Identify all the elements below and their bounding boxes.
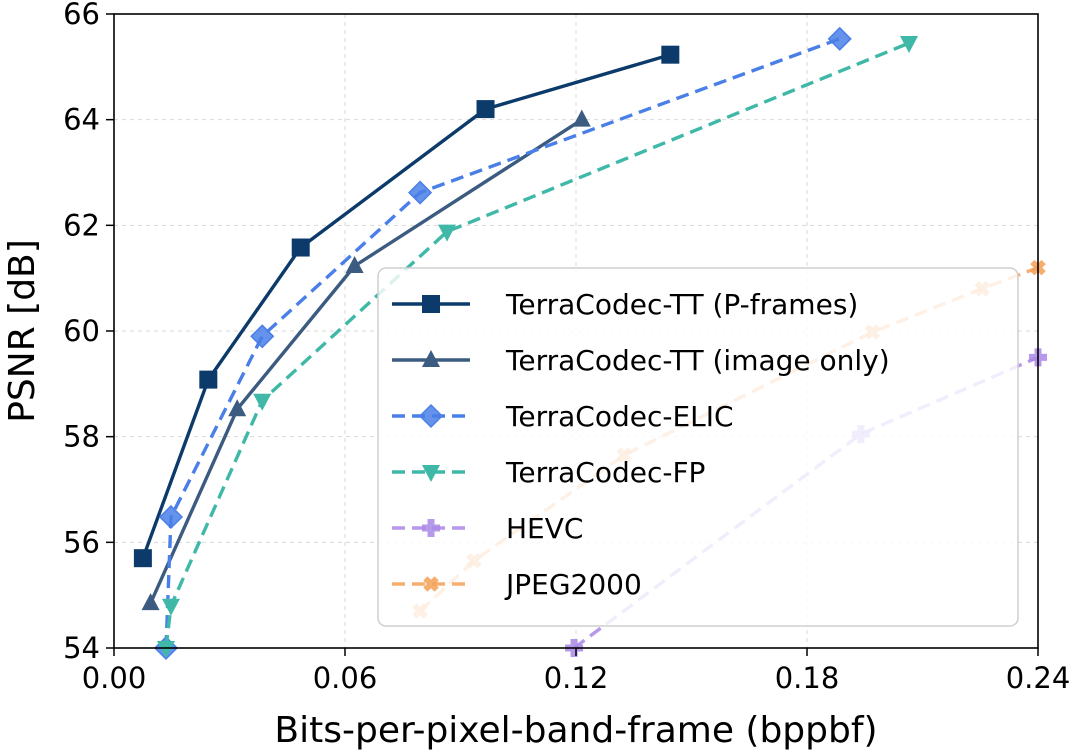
legend-marker-jpeg2000-bar bbox=[423, 576, 439, 592]
data-point-terracodec-tt-image-only bbox=[572, 109, 591, 127]
data-point-terracodec-tt-image-only bbox=[228, 399, 247, 417]
data-point-terracodec-tt-p-frames bbox=[133, 549, 152, 568]
legend-label-terracodec-tt-p-frames: TerraCodec-TT (P-frames) bbox=[505, 288, 858, 321]
data-point-terracodec-fp bbox=[156, 641, 175, 658]
legend-marker-terracodec-tt-image-only bbox=[422, 350, 440, 367]
legend-marker-terracodec-fp bbox=[422, 465, 440, 482]
tick-group: 0.00 0.06 0.12 0.18 0.24 54 56 58 60 62 64 66 bbox=[63, 0, 1070, 695]
series-line-terracodec-tt-image-only bbox=[149, 118, 583, 604]
y-tick-label: 60 bbox=[63, 314, 100, 348]
legend-entry-hevc: HEVC bbox=[392, 512, 583, 545]
legend-label-hevc: HEVC bbox=[506, 512, 583, 545]
data-point-terracodec-fp bbox=[900, 36, 919, 54]
y-tick-label: 54 bbox=[63, 631, 100, 665]
legend-label-terracodec-fp: TerraCodec-FP bbox=[505, 456, 705, 489]
x-tick-label: 0.06 bbox=[313, 661, 378, 695]
y-axis-title: PSNR [dB] bbox=[2, 239, 43, 423]
data-point-terracodec-elic bbox=[827, 26, 852, 51]
data-point-terracodec-fp bbox=[438, 224, 457, 242]
y-tick-label: 58 bbox=[63, 420, 100, 454]
series-terracodec-tt-p-frames bbox=[133, 45, 680, 568]
data-point-terracodec-elic bbox=[250, 324, 275, 349]
data-point-terracodec-tt-image-only bbox=[141, 593, 160, 611]
y-tick-label: 64 bbox=[63, 103, 100, 137]
series-terracodec-fp bbox=[156, 36, 919, 658]
legend: TerraCodec-TT (P-frames) TerraCodec-TT (i… bbox=[377, 267, 1019, 627]
x-tick-label: 0.00 bbox=[82, 661, 147, 695]
data-point-terracodec-elic bbox=[408, 180, 433, 205]
y-tick-label: 56 bbox=[63, 525, 100, 559]
data-point-terracodec-fp bbox=[253, 393, 272, 411]
y-tick-label: 66 bbox=[63, 0, 100, 31]
legend-marker-terracodec-tt-p-frames bbox=[422, 295, 440, 313]
legend-entry-terracodec-elic: TerraCodec-ELIC bbox=[392, 400, 734, 433]
data-point-terracodec-tt-p-frames bbox=[661, 45, 680, 64]
legend-box bbox=[377, 267, 1019, 627]
data-point-terracodec-fp bbox=[161, 598, 180, 616]
series-terracodec-tt-image-only bbox=[141, 109, 591, 611]
series-line-terracodec-elic bbox=[164, 37, 841, 649]
x-tick-label: 0.12 bbox=[544, 661, 609, 695]
legend-label-terracodec-elic: TerraCodec-ELIC bbox=[505, 400, 734, 433]
data-point-terracodec-elic bbox=[158, 504, 184, 530]
data-point-terracodec-tt-p-frames bbox=[199, 370, 218, 389]
x-tick-label: 0.18 bbox=[775, 661, 840, 695]
legend-entry-terracodec-fp: TerraCodec-FP bbox=[392, 456, 705, 489]
legend-label-terracodec-tt-image-only: TerraCodec-TT (image only) bbox=[505, 344, 890, 377]
legend-label-jpeg2000: JPEG2000 bbox=[504, 568, 642, 601]
data-point-terracodec-tt-p-frames bbox=[476, 100, 495, 119]
legend-marker-hevc bbox=[422, 519, 440, 537]
x-tick-label: 0.24 bbox=[1006, 661, 1071, 695]
x-axis-title: Bits-per-pixel-band-frame (bppbf) bbox=[274, 710, 877, 751]
legend-entry-terracodec-tt-image-only: TerraCodec-TT (image only) bbox=[392, 344, 890, 377]
legend-entry-terracodec-tt-p-frames: TerraCodec-TT (P-frames) bbox=[392, 288, 858, 321]
legend-marker-terracodec-elic bbox=[418, 403, 444, 429]
legend-marker-jpeg2000 bbox=[423, 576, 439, 592]
data-point-terracodec-tt-image-only bbox=[345, 256, 364, 274]
legend-entry-jpeg2000: JPEG2000 bbox=[392, 568, 642, 601]
data-point-terracodec-tt-p-frames bbox=[291, 238, 310, 257]
y-tick-label: 62 bbox=[63, 208, 100, 242]
